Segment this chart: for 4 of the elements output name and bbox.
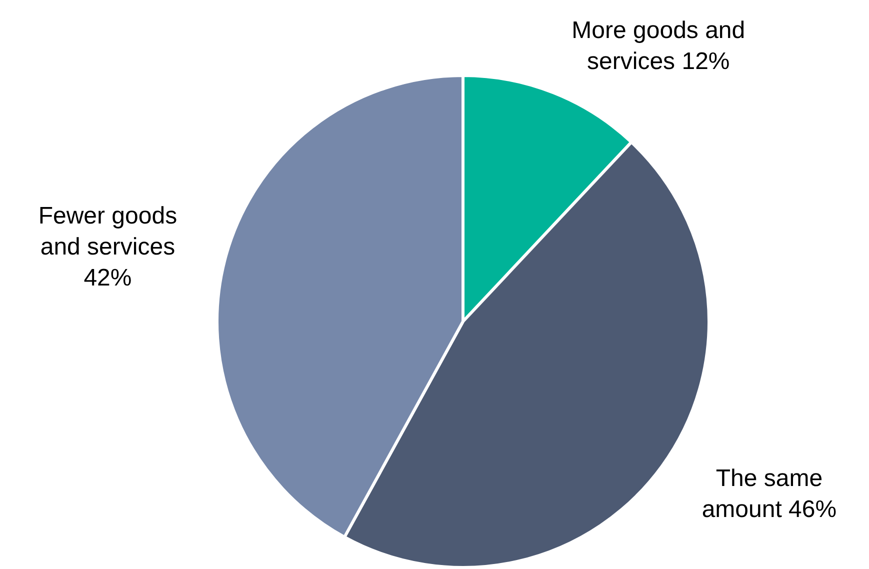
slice-label: Fewer goods and services: [38, 202, 178, 261]
slice-label: More goods and services 12%: [572, 17, 746, 76]
slice-label: The same amount 46%: [702, 465, 837, 524]
data-label: 42%: [84, 264, 132, 292]
